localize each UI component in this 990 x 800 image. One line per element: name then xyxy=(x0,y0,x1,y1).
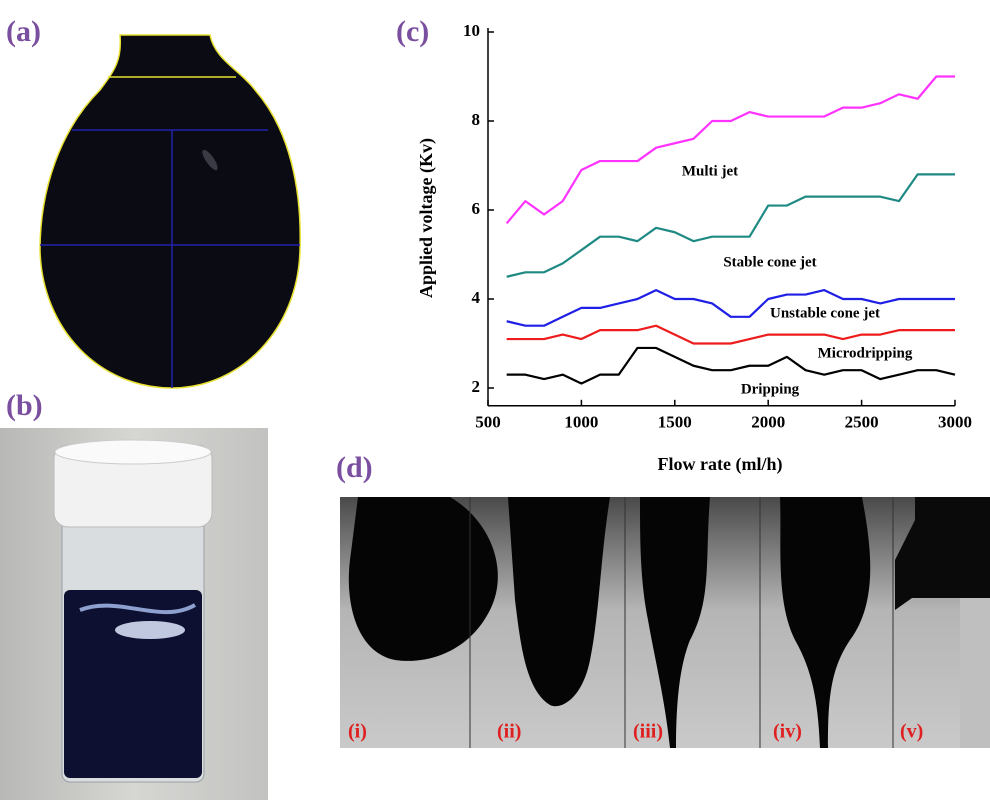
x-tick-label: 2500 xyxy=(845,413,879,432)
subpanel-label: (v) xyxy=(900,721,923,743)
x-tick-label: 500 xyxy=(475,413,501,432)
y-axis-label: Applied voltage (Kv) xyxy=(416,138,437,298)
line-chart: 2 4 6 8 10 500 1000 1500 2000 2500 3000 Multi jet St… xyxy=(463,21,972,432)
panel-label: (c) xyxy=(396,15,429,48)
y-tick-label: 6 xyxy=(472,199,481,218)
series-label: Microdripping xyxy=(818,345,913,361)
subpanel-label: (ii) xyxy=(497,721,521,743)
series-label: Dripping xyxy=(741,381,800,397)
y-tick-label: 8 xyxy=(472,110,481,129)
series-label: Stable cone jet xyxy=(723,254,816,270)
x-axis-label: Flow rate (ml/h) xyxy=(658,454,783,475)
x-tick-label: 3000 xyxy=(938,413,972,432)
series-line xyxy=(507,290,955,326)
droplet-image xyxy=(40,35,300,388)
series-line xyxy=(507,326,955,344)
vial-photo xyxy=(0,428,268,800)
y-tick-label: 2 xyxy=(472,377,481,396)
x-tick-label: 1500 xyxy=(658,413,692,432)
x-tick-label: 1000 xyxy=(564,413,598,432)
subpanel-label: (iii) xyxy=(633,721,663,743)
y-tick-label: 10 xyxy=(463,21,480,40)
jet-mode-photos xyxy=(340,497,990,748)
series-label: Unstable cone jet xyxy=(770,305,880,321)
subpanel-label: (i) xyxy=(348,721,367,743)
series-label: Multi jet xyxy=(682,163,738,179)
y-tick-label: 4 xyxy=(472,288,481,307)
panel-label: (b) xyxy=(6,389,43,422)
series-line xyxy=(507,77,955,224)
figure: (a) (b) (c) (d) (i) (ii) (iii) (iv) (v) … xyxy=(0,0,990,800)
panel-label: (d) xyxy=(336,451,373,484)
subpanel-label: (iv) xyxy=(773,721,802,743)
x-tick-label: 2000 xyxy=(751,413,785,432)
panel-label: (a) xyxy=(6,15,41,48)
